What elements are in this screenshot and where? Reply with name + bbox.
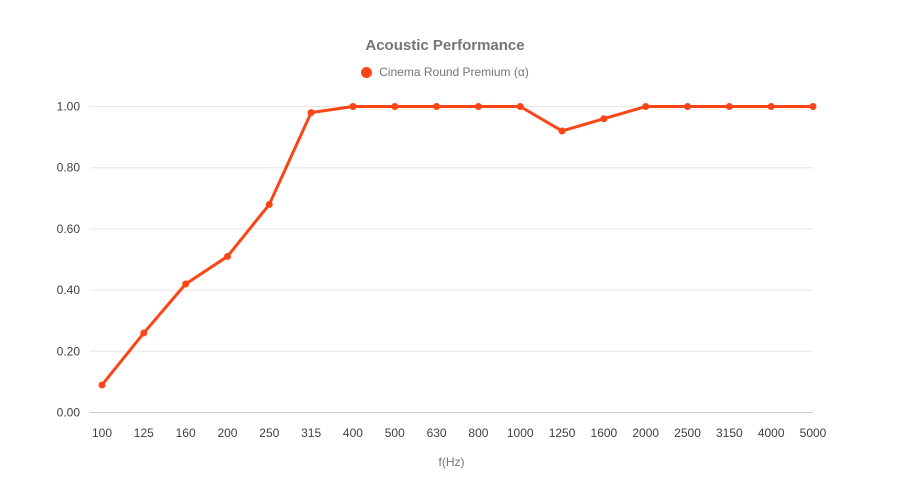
y-tick-label: 0.20: [57, 344, 81, 358]
data-point: [558, 127, 566, 135]
x-tick-label: 630: [427, 426, 447, 440]
x-tick-label: 1000: [507, 426, 534, 440]
data-point: [223, 252, 231, 260]
x-tick-label: 1600: [591, 426, 618, 440]
series-marker-icon: [361, 66, 373, 78]
x-tick-label: 2000: [632, 426, 659, 440]
chart-title: Acoustic Performance: [365, 37, 525, 54]
data-point: [265, 200, 273, 208]
x-tick-label: 160: [176, 426, 196, 440]
data-point: [725, 103, 733, 110]
data-point: [433, 103, 441, 110]
x-tick-label: 500: [385, 426, 405, 440]
x-tick-label: 5000: [800, 426, 827, 440]
data-point: [307, 109, 315, 117]
legend: Cinema Round Premium (α): [0, 65, 890, 79]
x-axis-title: f(Hz): [439, 455, 465, 469]
x-tick-label: 3150: [716, 426, 743, 440]
x-tick-label: 2500: [674, 426, 701, 440]
y-tick-label: 0.40: [57, 283, 81, 297]
data-point: [767, 103, 775, 110]
x-tick-label: 400: [343, 426, 363, 440]
x-tick-label: 800: [468, 426, 488, 440]
x-tick-label: 1250: [549, 426, 576, 440]
x-tick-label: 100: [92, 426, 112, 440]
x-tick-label: 4000: [758, 426, 785, 440]
data-point: [140, 329, 148, 337]
x-tick-label: 200: [217, 426, 237, 440]
x-tick-label: 250: [259, 426, 279, 440]
y-tick-label: 0.60: [57, 222, 81, 236]
data-point: [349, 103, 357, 110]
y-tick-label: 1.00: [57, 100, 81, 114]
data-point: [600, 115, 608, 123]
legend-label: Cinema Round Premium (α): [379, 65, 529, 79]
data-point: [391, 103, 399, 110]
data-point: [809, 103, 817, 110]
data-point: [516, 103, 524, 110]
data-point: [182, 280, 190, 288]
x-tick-label: 125: [134, 426, 154, 440]
data-point: [98, 381, 106, 389]
data-point: [684, 103, 692, 110]
x-tick-label: 315: [301, 426, 321, 440]
data-point: [474, 103, 482, 110]
series-line: [100, 105, 815, 387]
y-tick-label: 0.80: [57, 161, 81, 175]
y-tick-label: 0.00: [57, 406, 81, 420]
data-point: [642, 103, 650, 110]
